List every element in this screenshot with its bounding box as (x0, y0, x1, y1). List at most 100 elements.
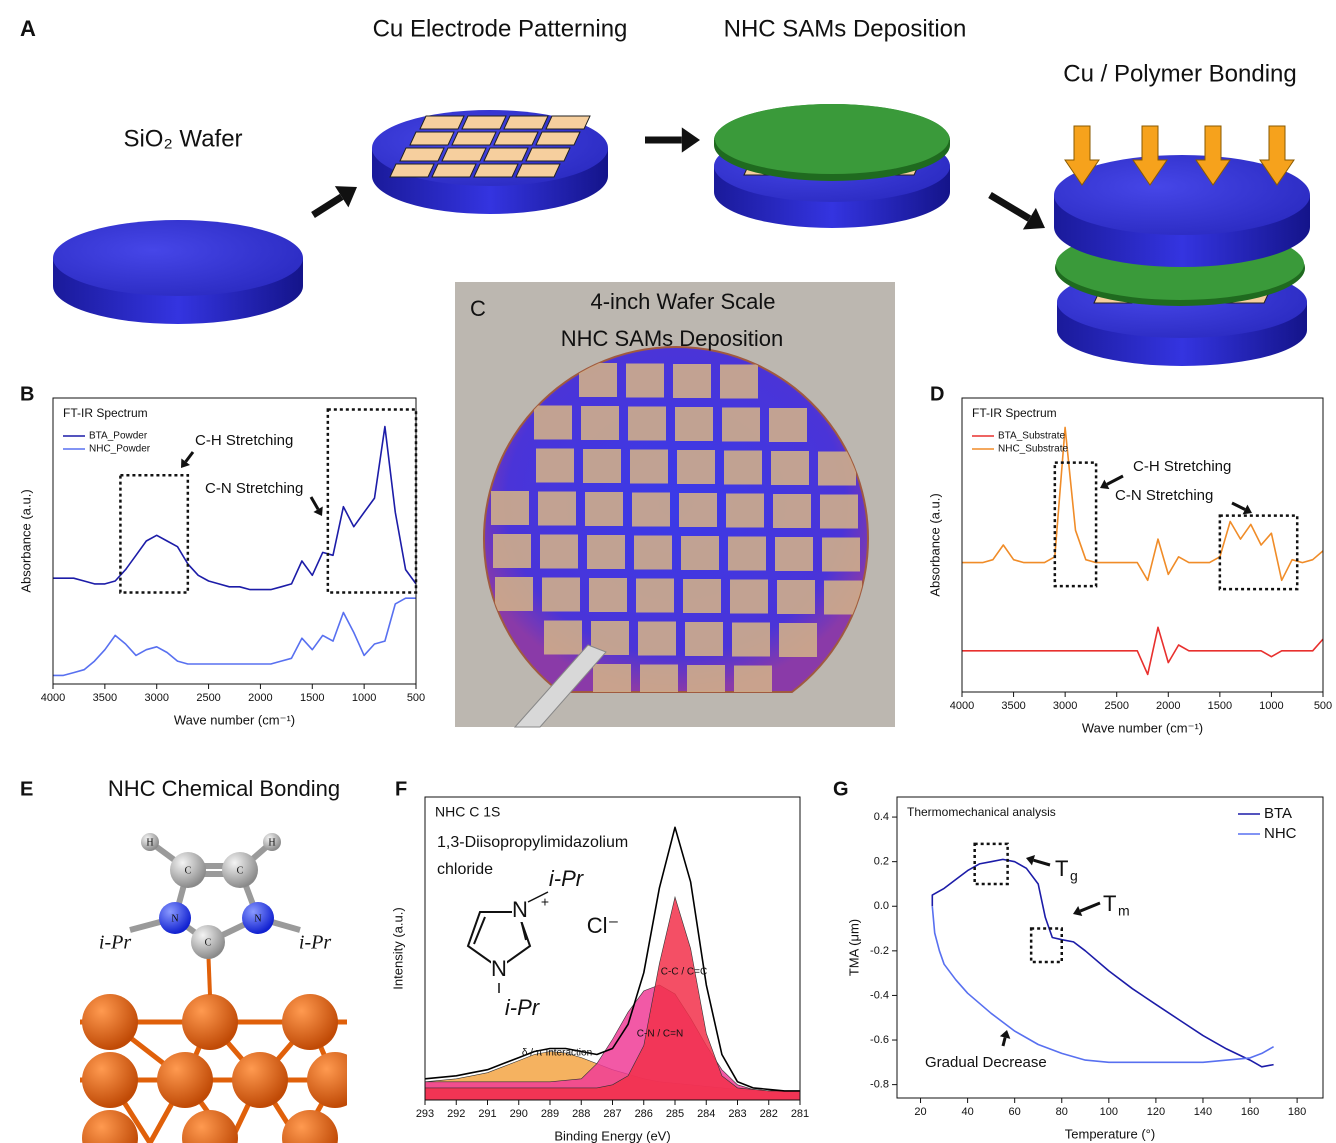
cu-atom (282, 994, 338, 1050)
cu-atom (82, 994, 138, 1050)
wafer-pad (634, 536, 672, 570)
wafer-pad (732, 623, 770, 657)
arrow-shaft (311, 497, 318, 509)
label: 281 (791, 1108, 809, 1120)
label: B (20, 383, 34, 405)
label: FT-IR Spectrum (63, 406, 148, 420)
cu-pad (504, 116, 548, 129)
wafer-pad (628, 407, 666, 441)
arrow-shaft (313, 197, 342, 215)
highlight-box (120, 475, 187, 592)
label: F (395, 778, 407, 800)
label: 0.4 (874, 811, 889, 823)
wafer-pad (626, 364, 664, 398)
line-series (962, 627, 1323, 674)
arrow-shaft (1080, 903, 1100, 911)
arrow-shaft (990, 195, 1029, 219)
disk-top (53, 220, 303, 296)
label: Temperature (°) (1065, 1126, 1155, 1141)
label: 2500 (196, 692, 220, 704)
label: -0.2 (870, 945, 889, 957)
wafer-pad (583, 449, 621, 483)
label: + (541, 894, 549, 910)
wafer-pad (722, 408, 760, 442)
plot-frame (962, 398, 1323, 692)
label: 287 (603, 1108, 621, 1120)
label: NHC (1264, 825, 1297, 842)
double-bond (474, 917, 485, 944)
wafer-pad (779, 623, 817, 657)
label: 4-inch Wafer Scale (590, 289, 775, 314)
wafer-pad (638, 622, 676, 656)
wafer-pad (587, 535, 625, 569)
label: 40 (961, 1106, 973, 1118)
line-series (932, 906, 1273, 1062)
arrow-shaft (1003, 1038, 1005, 1046)
label: C-N Stretching (205, 480, 303, 497)
label: -0.8 (870, 1079, 889, 1091)
label: C (205, 937, 212, 948)
label: 2500 (1104, 700, 1128, 712)
cu-atom (232, 1052, 288, 1108)
sam-top (715, 104, 949, 174)
wafer-pad (771, 451, 809, 485)
cu-pad (516, 164, 560, 177)
wafer-pad (685, 622, 723, 656)
label: NHC SAMs Deposition (561, 326, 784, 351)
wafer-pad (495, 577, 533, 611)
label: 4000 (41, 692, 65, 704)
wafer-pad (726, 494, 764, 528)
label: E (20, 778, 33, 800)
label: Thermomechanical analysis (907, 805, 1056, 819)
label: C-N Stretching (1115, 487, 1213, 504)
cu-pad (452, 132, 496, 145)
label: Absorbance (a.u.) (927, 493, 942, 596)
cu-pad (432, 164, 476, 177)
highlight-box (1031, 929, 1062, 962)
label: chloride (437, 861, 493, 878)
label: i-Pr (505, 995, 541, 1020)
wafer-pad (632, 493, 670, 527)
label: 292 (447, 1108, 465, 1120)
label: TMA (μm) (846, 919, 861, 976)
label: C (470, 296, 486, 321)
arrow-head (682, 127, 700, 152)
label: 1500 (300, 692, 324, 704)
label: 0.2 (874, 856, 889, 868)
wafer-pad (630, 450, 668, 484)
label: 3500 (1001, 700, 1025, 712)
arrow-shaft (1107, 476, 1123, 484)
cu-pad (546, 116, 590, 129)
label: 60 (1009, 1106, 1021, 1118)
label: 283 (728, 1108, 746, 1120)
wafer-pad (636, 579, 674, 613)
label: C-N / C=N (637, 1029, 683, 1040)
label: 160 (1241, 1106, 1259, 1118)
label: NHC_Substrate (998, 444, 1068, 455)
label: 140 (1194, 1106, 1212, 1118)
label: T (1055, 856, 1068, 881)
cu-atom (282, 1110, 338, 1143)
arrow-shaft (186, 452, 193, 462)
cu-pad (494, 132, 538, 145)
label: BTA_Powder (89, 431, 148, 442)
cu-pad (474, 164, 518, 177)
label: NHC Chemical Bonding (108, 776, 340, 801)
wafer-pad (728, 537, 766, 571)
cu-pad (526, 148, 570, 161)
wafer-pad (491, 491, 529, 525)
label: 285 (666, 1108, 684, 1120)
label: C-C / C=C (661, 967, 707, 978)
cu-atom (157, 1052, 213, 1108)
label: 2000 (248, 692, 272, 704)
label: Wave number (cm⁻¹) (174, 712, 295, 727)
label: 284 (697, 1108, 715, 1120)
cu-pad (400, 148, 444, 161)
wafer-pad (775, 537, 813, 571)
label: δ / π Interaction (522, 1048, 592, 1059)
wafer-pad (544, 621, 582, 655)
wafer-pad (730, 580, 768, 614)
label: G (833, 778, 849, 800)
arrow-shaft (1033, 860, 1050, 865)
label: 289 (541, 1108, 559, 1120)
